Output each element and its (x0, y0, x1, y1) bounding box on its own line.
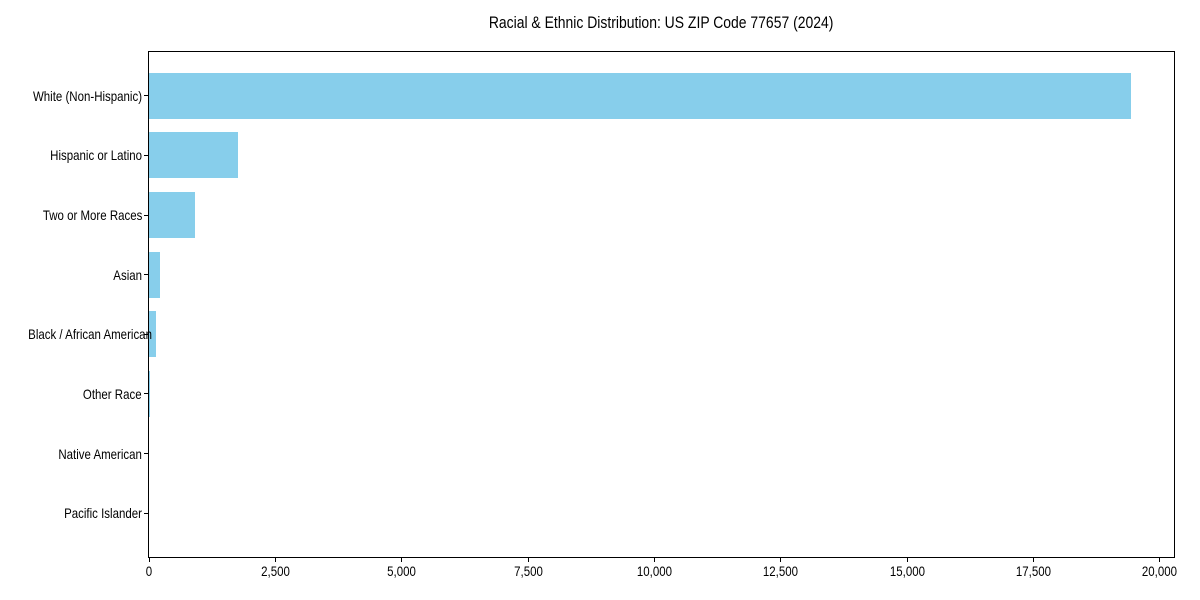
y-tick-mark (144, 274, 148, 276)
x-axis-tick-label: 15,000 (867, 563, 947, 579)
y-axis-label: Pacific Islander (1, 505, 142, 521)
x-axis-tick-label: 20,000 (1120, 563, 1200, 579)
x-axis-tick-label-text: 12,500 (763, 563, 799, 579)
chart-title: Racial & Ethnic Distribution: US ZIP Cod… (148, 12, 1175, 33)
x-axis-tick-label-text: 17,500 (1015, 563, 1052, 579)
x-axis-tick-label-text: 2,500 (260, 563, 290, 579)
bar (149, 370, 150, 417)
y-axis-label: Black / African American (1, 326, 152, 342)
y-axis-label-text: Two or More Races (42, 207, 142, 224)
y-axis-label: White (Non-Hispanic) (1, 88, 142, 104)
x-tick-mark (1159, 558, 1161, 562)
bar (149, 192, 195, 239)
x-axis-tick-label-text: 0 (145, 563, 153, 579)
x-axis-tick-label-text: 10,000 (636, 563, 672, 579)
x-tick-mark (527, 558, 529, 562)
x-tick-mark (401, 558, 403, 562)
y-axis-label-text: Black / African American (28, 326, 152, 343)
x-tick-mark (653, 558, 655, 562)
y-axis-label-text: Native American (58, 445, 142, 462)
y-tick-mark (144, 512, 148, 514)
y-axis-label-text: Other Race (83, 385, 142, 402)
chart-title-text: Racial & Ethnic Distribution: US ZIP Cod… (489, 13, 834, 32)
y-axis-label-text: White (Non-Hispanic) (32, 87, 142, 104)
x-tick-mark (906, 558, 908, 562)
x-axis-tick-label: 2,500 (235, 563, 315, 579)
bar (149, 132, 238, 179)
y-tick-mark (144, 214, 148, 216)
y-tick-mark (144, 453, 148, 455)
x-tick-mark (780, 558, 782, 562)
y-axis-label: Native American (1, 446, 142, 462)
y-axis-label: Asian (1, 267, 142, 283)
x-axis-tick-label-text: 7,500 (513, 563, 543, 579)
y-axis-label: Other Race (1, 386, 142, 402)
x-tick-mark (274, 558, 276, 562)
y-axis-label-text: Asian (113, 266, 142, 283)
y-axis-label-text: Hispanic or Latino (50, 147, 142, 164)
y-tick-mark (144, 154, 148, 156)
y-tick-mark (144, 393, 148, 395)
x-axis-tick-label: 17,500 (993, 563, 1073, 579)
y-axis-label-text: Pacific Islander (64, 505, 142, 522)
x-axis-tick-label: 5,000 (362, 563, 442, 579)
y-axis-label: Two or More Races (1, 207, 142, 223)
bar (149, 311, 157, 358)
bar (149, 72, 1131, 119)
x-axis-tick-label-text: 15,000 (889, 563, 925, 579)
y-tick-mark (144, 95, 148, 97)
x-axis-tick-label: 10,000 (614, 563, 694, 579)
x-axis-tick-label: 12,500 (741, 563, 821, 579)
plot-area: White (Non-Hispanic) Hispanic or Latino Tw… (28, 51, 1177, 579)
y-axis-label: Hispanic or Latino (1, 147, 142, 163)
x-tick-mark (148, 558, 150, 562)
bar (149, 251, 161, 298)
y-tick-mark (144, 333, 148, 335)
x-axis-tick-label-text: 5,000 (387, 563, 417, 579)
x-axis-tick-label-text: 20,000 (1142, 563, 1178, 579)
x-axis-tick-label: 0 (109, 563, 189, 579)
x-tick-mark (1032, 558, 1034, 562)
x-axis-tick-label: 7,500 (488, 563, 568, 579)
